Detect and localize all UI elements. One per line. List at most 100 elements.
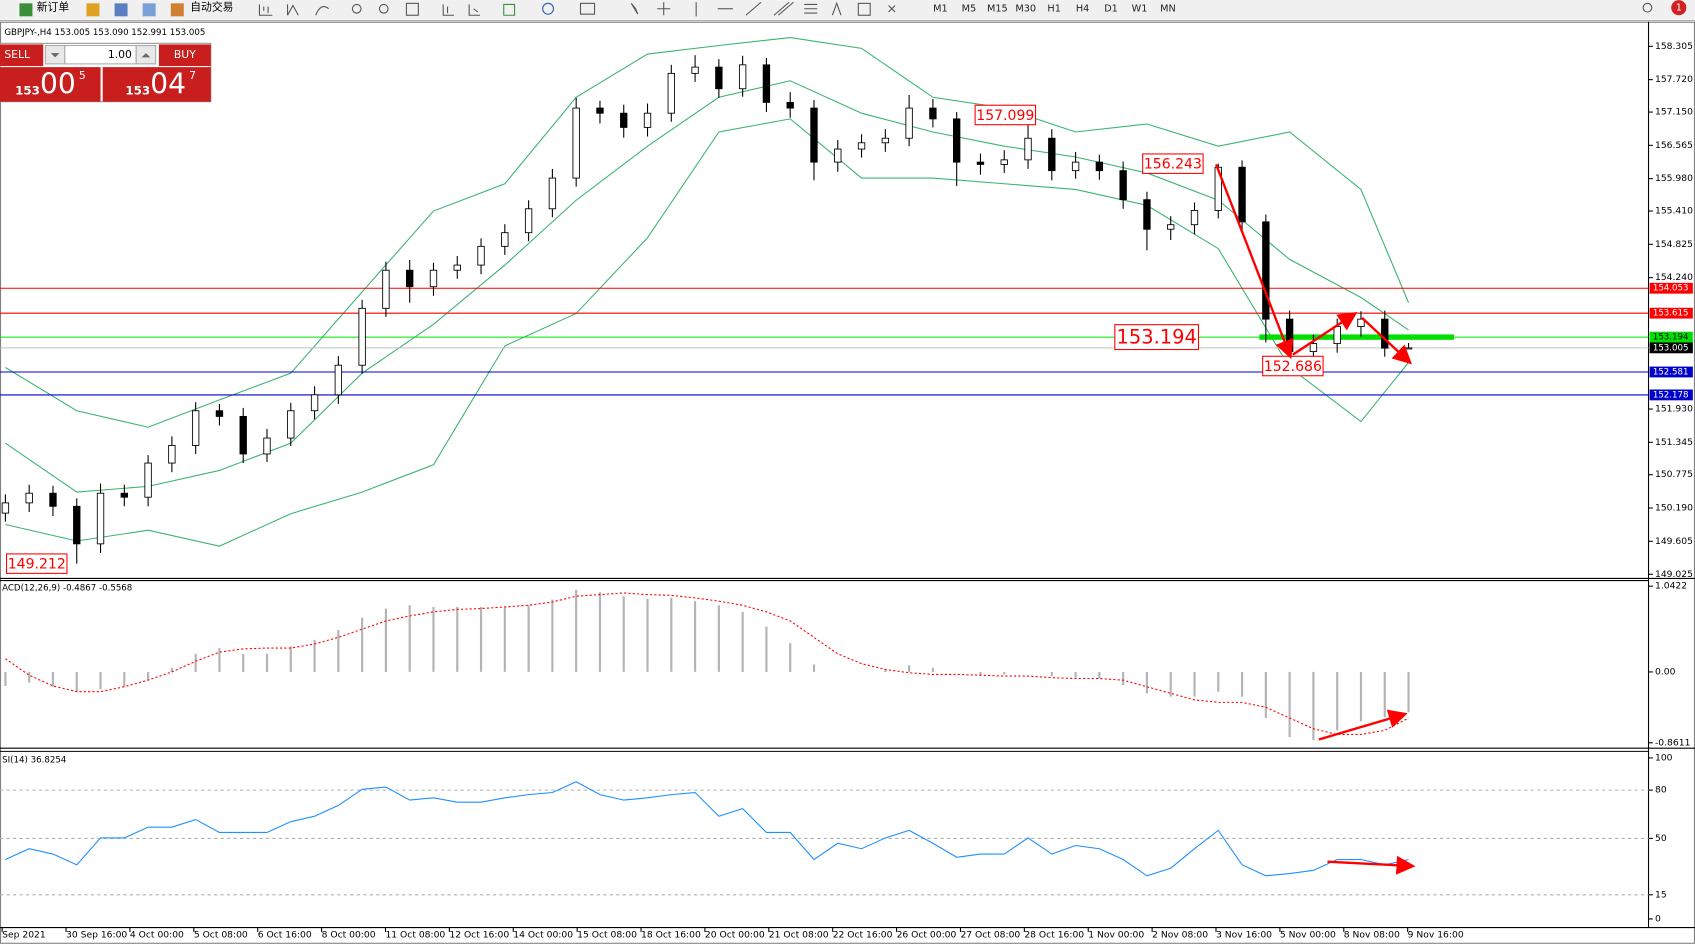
- toolbar-icon[interactable]: [86, 3, 100, 17]
- arrow: [1361, 317, 1413, 365]
- candle-body: [1262, 221, 1270, 320]
- templates[interactable]: [579, 2, 596, 15]
- candle-body: [1404, 347, 1413, 350]
- arrow: [1318, 709, 1408, 741]
- y-tick-label: -0.8611: [1655, 737, 1690, 748]
- candle-body: [191, 410, 200, 446]
- symbol-header: GBPJPY-,H4 153.005 153.090 152.991 153.0…: [4, 28, 205, 38]
- price-level-tag: [1649, 342, 1693, 354]
- arrow: [1292, 312, 1358, 356]
- y-tick-label: 154.240: [1655, 272, 1693, 283]
- timeframe-button[interactable]: D1: [1104, 4, 1118, 15]
- candle-body: [429, 269, 438, 288]
- y-tick-label: 151.930: [1655, 404, 1693, 415]
- time-label: 20 Oct 00:00: [705, 930, 765, 941]
- text-tool[interactable]: [831, 1, 842, 16]
- time-label: 27 Oct 08:00: [960, 930, 1020, 941]
- tile-windows[interactable]: [405, 2, 419, 16]
- candle-body: [1048, 137, 1056, 172]
- candle-body: [239, 415, 247, 455]
- candle-body: [1357, 318, 1365, 327]
- candle-body: [453, 264, 461, 271]
- buy-price-box[interactable]: [102, 67, 211, 102]
- y-tick-label: 1.0422: [1655, 581, 1687, 592]
- search[interactable]: [1642, 2, 1653, 13]
- y-tick-label: 156.565: [1655, 140, 1693, 151]
- zoom-out[interactable]: [378, 3, 389, 14]
- arrows-tool[interactable]: [888, 5, 896, 13]
- lot-value[interactable]: 1.00: [108, 48, 132, 61]
- candle-body: [1309, 343, 1318, 352]
- y-tick-label: 151.345: [1655, 437, 1693, 448]
- sell-button[interactable]: [0, 44, 44, 67]
- channel[interactable]: [773, 1, 794, 16]
- candle-body: [310, 394, 319, 412]
- candle-body: [1024, 137, 1032, 161]
- price-annotation: 157.099: [976, 108, 1034, 124]
- time-label: 28 Oct 16:00: [1024, 930, 1084, 941]
- sell-price-box[interactable]: [0, 67, 101, 102]
- toolbar-icon[interactable]: [114, 3, 128, 17]
- time-label: 15 Oct 08:00: [577, 930, 637, 941]
- candle-body: [976, 161, 985, 165]
- buy-label[interactable]: BUY: [174, 48, 196, 61]
- new-order-icon[interactable]: [19, 3, 33, 17]
- tool-icon[interactable]: [258, 4, 273, 16]
- price-annotation-box: [1142, 153, 1204, 174]
- tool-icon[interactable]: [315, 6, 329, 16]
- buy-price-sup: 7: [189, 69, 196, 82]
- candle-body: [596, 107, 604, 114]
- time-label: 30 Sep 16:00: [66, 930, 127, 941]
- fibo[interactable]: [804, 3, 818, 14]
- y-tick-label: 0: [1655, 913, 1661, 924]
- trend-line[interactable]: [745, 1, 762, 16]
- time-label: 26 Oct 00:00: [897, 930, 957, 941]
- time-label: 5 Nov 00:00: [1280, 930, 1336, 941]
- rsi-header: SI(14) 36.8254: [2, 756, 66, 766]
- tool-icon[interactable]: [442, 4, 455, 16]
- candle-body: [1071, 161, 1080, 172]
- timeframe-button[interactable]: W1: [1132, 4, 1148, 15]
- notification-badge[interactable]: [1671, 0, 1687, 16]
- zoom-in[interactable]: [351, 3, 362, 14]
- toolbar-tools: [258, 1, 1653, 17]
- crosshair[interactable]: [657, 2, 671, 16]
- label-tool[interactable]: [857, 2, 871, 16]
- tool-icon[interactable]: [287, 4, 299, 16]
- price-level-tag: [1649, 307, 1693, 319]
- indicators[interactable]: [503, 3, 516, 16]
- timeframe-button[interactable]: M5: [962, 4, 977, 15]
- sell-label[interactable]: SELL: [4, 48, 30, 61]
- timeframe-button[interactable]: M30: [1015, 4, 1036, 15]
- timeframe-button[interactable]: H4: [1076, 4, 1090, 15]
- candle-body: [287, 410, 295, 439]
- highlight-segment: [1259, 334, 1454, 340]
- price-level-label: 152.178: [1653, 390, 1689, 400]
- time-label: 11 Oct 08:00: [385, 930, 445, 941]
- timeframe-button[interactable]: H1: [1047, 4, 1061, 15]
- candle-body: [1167, 224, 1175, 230]
- auto-trading-button[interactable]: 自动交易: [190, 0, 233, 14]
- candle-body: [1238, 166, 1246, 223]
- price-annotation: 153.194: [1116, 326, 1196, 349]
- candle-body: [1143, 199, 1151, 230]
- signal-line: [5, 592, 1409, 736]
- cursor[interactable]: [630, 3, 639, 15]
- timeframe-button[interactable]: M1: [933, 4, 948, 15]
- new-order-button[interactable]: 新订单: [37, 0, 70, 14]
- tool-icon[interactable]: [468, 4, 480, 16]
- buy-button[interactable]: [158, 44, 211, 67]
- candle-body: [881, 137, 890, 144]
- toolbar-icon[interactable]: [142, 3, 156, 17]
- price-level-label: 153.005: [1653, 343, 1689, 353]
- time-label: 2 Nov 08:00: [1152, 930, 1208, 941]
- candle-body: [49, 492, 57, 507]
- timeframe-button[interactable]: M15: [987, 4, 1008, 15]
- time-label: 6 Oct 16:00: [258, 930, 312, 941]
- timeframe-button[interactable]: MN: [1160, 4, 1176, 15]
- time-label: 18 Oct 16:00: [641, 930, 701, 941]
- arrow: [1327, 855, 1416, 875]
- auto-trading-icon[interactable]: [170, 3, 184, 17]
- periods[interactable]: [542, 2, 555, 15]
